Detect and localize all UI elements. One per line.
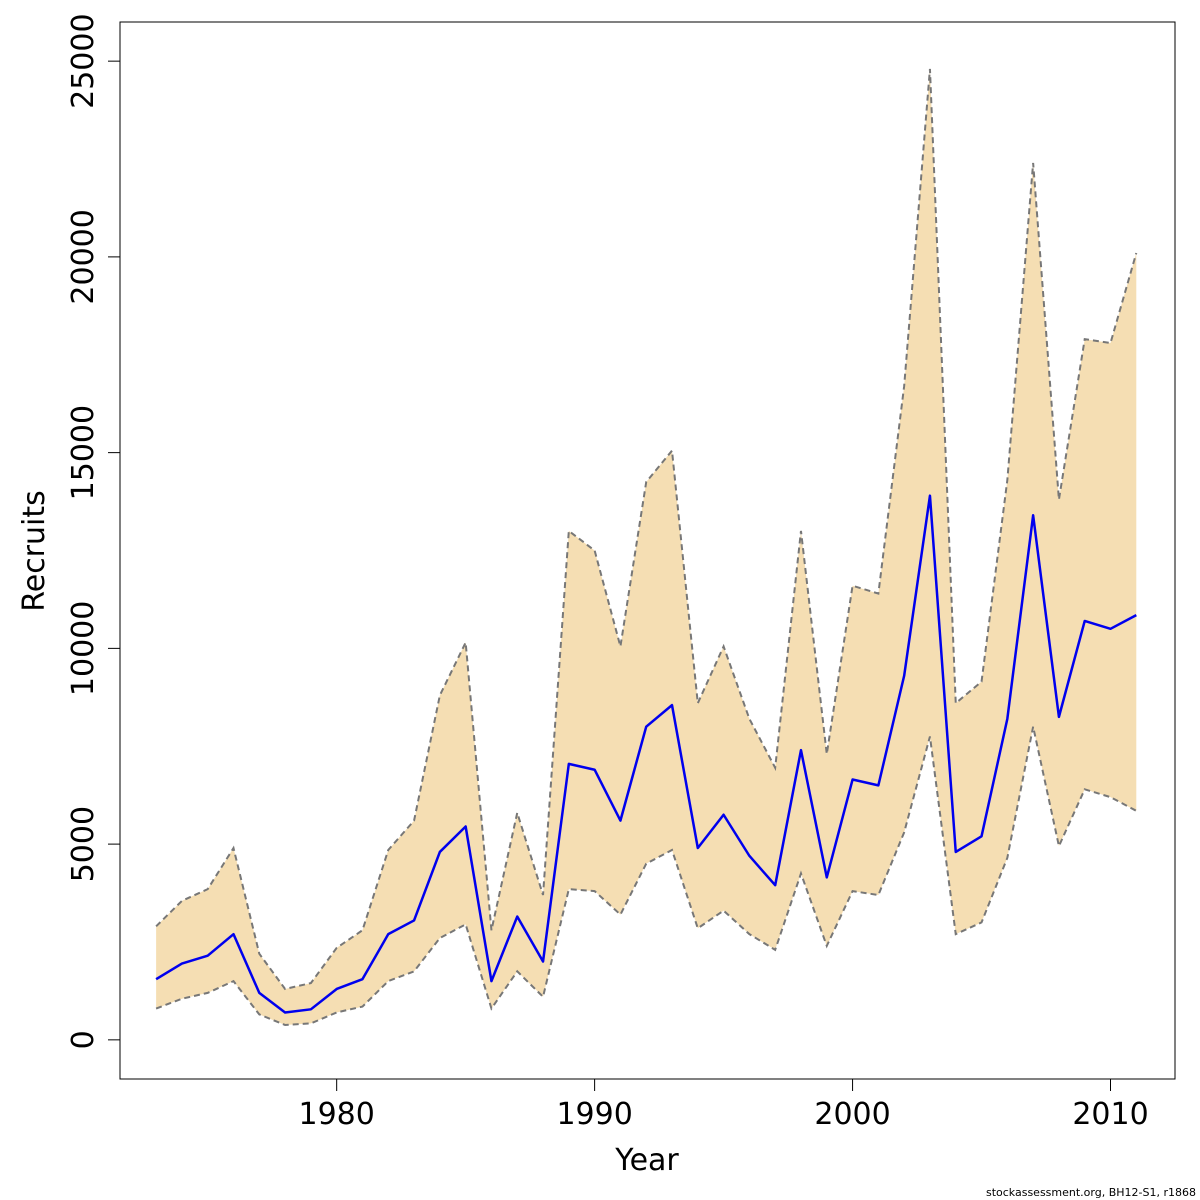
- y-tick-label: 20000: [66, 209, 101, 304]
- y-axis: 0 5000 10000 15000 20000 25000: [66, 13, 121, 1049]
- confidence-band-area: [156, 68, 1137, 1025]
- y-tick-label: 10000: [66, 601, 101, 696]
- y-tick-label: 15000: [66, 405, 101, 500]
- estimate-line: [155, 494, 1137, 1014]
- credit-text: stockassessment.org, BH12-S1, r1868: [986, 1186, 1196, 1199]
- x-axis-title: Year: [614, 1143, 679, 1178]
- estimate-line-group: [155, 494, 1137, 1014]
- lower-bound-line: [155, 726, 1137, 1026]
- upper-bound-line: [155, 68, 1138, 991]
- y-axis-title: Recruits: [17, 490, 52, 612]
- x-tick-label: 1990: [556, 1097, 632, 1132]
- y-tick-label: 5000: [66, 806, 101, 882]
- x-tick-label: 1980: [298, 1097, 374, 1132]
- confidence-bounds: [155, 68, 1138, 1026]
- y-tick-label: 0: [66, 1030, 101, 1049]
- x-tick-label: 2000: [814, 1097, 890, 1132]
- x-axis: 1980 1990 2000 2010: [298, 1078, 1149, 1132]
- x-tick-label: 2010: [1072, 1097, 1148, 1132]
- y-tick-label: 25000: [66, 13, 101, 108]
- confidence-band: [156, 68, 1137, 1025]
